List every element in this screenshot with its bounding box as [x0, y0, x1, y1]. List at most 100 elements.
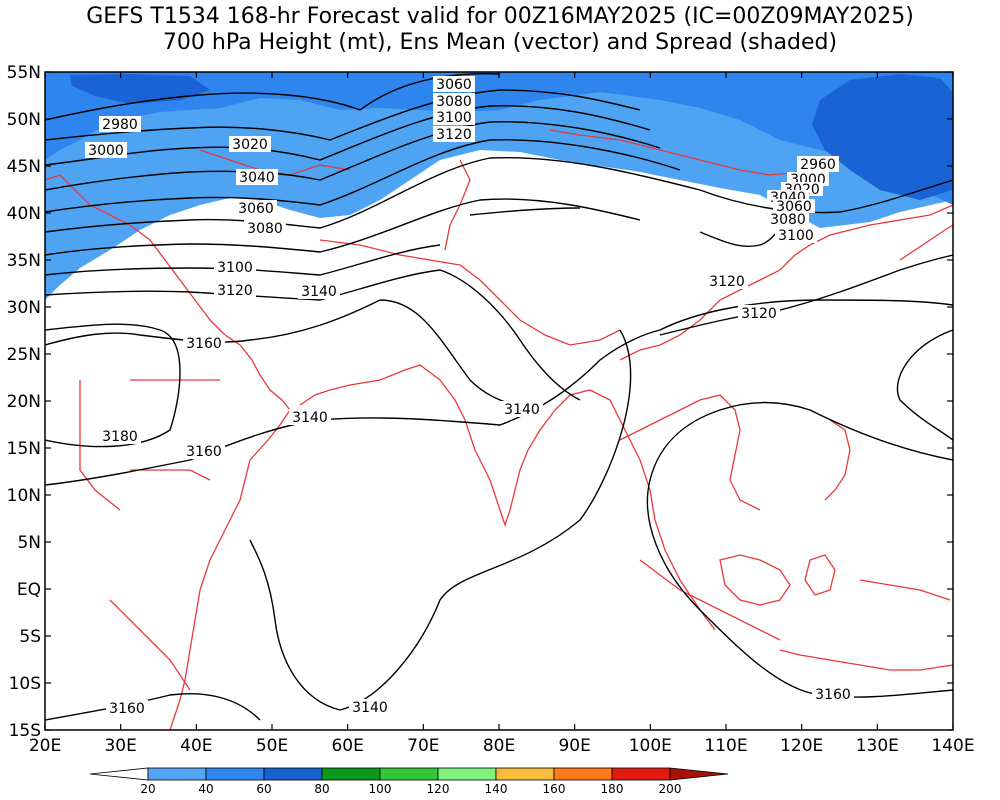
lon-tick-label: 20E — [29, 736, 61, 756]
title-line-2: 700 hPa Height (mt), Ens Mean (vector) a… — [162, 30, 838, 55]
lat-tick-label: 15S — [9, 721, 41, 741]
map-plot: 2980 3000 3020 3040 3060 3080 3100 3120 … — [45, 72, 953, 730]
svg-text:3100: 3100 — [217, 260, 253, 276]
svg-text:3160: 3160 — [186, 336, 222, 352]
colorbar-segment — [437, 767, 497, 781]
lon-tick-label: 50E — [256, 736, 288, 756]
svg-text:3060: 3060 — [436, 77, 472, 93]
lat-tick-label: 5N — [17, 533, 41, 553]
svg-text:3160: 3160 — [815, 687, 851, 703]
contour-label: 3140 — [349, 699, 391, 716]
lon-tick-label: 40E — [180, 736, 212, 756]
lon-tick-label: 60E — [331, 736, 363, 756]
colorbar-right-arrow — [669, 767, 729, 781]
lat-tick-label: 35N — [7, 251, 41, 271]
colorbar-label: 200 — [659, 782, 682, 796]
lon-tick-label: 90E — [558, 736, 590, 756]
contour-label: 2960 — [797, 156, 839, 173]
colorbar-label: 80 — [314, 782, 329, 796]
svg-text:3080: 3080 — [770, 212, 806, 228]
contour-label: 3100 — [433, 109, 475, 126]
lat-tick-label: 20N — [7, 392, 41, 412]
colorbar: 20 40 60 80 100 120 140 160 180 200 — [89, 767, 729, 796]
lon-tick-label: 140E — [931, 736, 974, 756]
svg-text:3060: 3060 — [238, 201, 274, 217]
contour-label: 3080 — [244, 220, 286, 237]
contour-label: 3160 — [183, 443, 225, 460]
colorbar-label: 160 — [543, 782, 566, 796]
lat-tick-label: 50N — [7, 110, 41, 130]
svg-text:3100: 3100 — [436, 110, 472, 126]
svg-text:3080: 3080 — [247, 221, 283, 237]
contour-label: 3160 — [183, 335, 225, 352]
colorbar-segment — [147, 767, 207, 781]
spread-shading-medium — [45, 72, 953, 205]
lat-tick-label: 55N — [7, 63, 41, 83]
contour-label: 3140 — [298, 283, 340, 300]
svg-text:3160: 3160 — [186, 444, 222, 460]
lon-tick-label: 130E — [856, 736, 899, 756]
lon-tick-label: 80E — [483, 736, 515, 756]
colorbar-label: 120 — [427, 782, 450, 796]
latitude-axis: 55N 50N 45N 40N 35N 30N 25N 20N 15N 10N 5N EQ 5S 10S 1… — [7, 63, 953, 741]
colorbar-left-arrow — [89, 767, 149, 781]
svg-text:3140: 3140 — [292, 410, 328, 426]
contour-label: 3160 — [106, 700, 148, 717]
svg-text:3100: 3100 — [778, 228, 814, 244]
lat-tick-label: EQ — [17, 580, 41, 600]
lon-tick-label: 110E — [704, 736, 747, 756]
contour-label: 3180 — [99, 428, 141, 445]
colorbar-segment — [495, 767, 555, 781]
colorbar-label: 60 — [256, 782, 271, 796]
svg-text:3120: 3120 — [217, 283, 253, 299]
svg-text:3020: 3020 — [232, 137, 268, 153]
svg-text:3120: 3120 — [436, 127, 472, 143]
svg-text:3160: 3160 — [109, 701, 145, 717]
colorbar-label: 180 — [601, 782, 624, 796]
contour-labels: 2980 3000 3020 3040 3060 3080 3100 3120 … — [85, 76, 854, 717]
contour-label: 2980 — [99, 116, 141, 133]
spread-shading-dark-west — [70, 74, 210, 104]
contour-label: 3140 — [501, 401, 543, 418]
lon-tick-label: 30E — [104, 736, 136, 756]
title-line-1: GEFS T1534 168-hr Forecast valid for 00Z… — [86, 4, 914, 29]
contour-label: 3140 — [289, 409, 331, 426]
svg-text:3180: 3180 — [102, 429, 138, 445]
svg-text:3140: 3140 — [301, 284, 337, 300]
contour-label: 3120 — [433, 126, 475, 143]
contour-label: 3100 — [775, 227, 817, 244]
longitude-axis: 20E 30E 40E 50E 60E 70E 80E 90E 100E 110E 120E 130E… — [29, 72, 975, 756]
lon-tick-label: 120E — [780, 736, 823, 756]
lat-tick-label: 15N — [7, 439, 41, 459]
svg-text:3120: 3120 — [741, 306, 777, 322]
svg-text:2960: 2960 — [800, 157, 836, 173]
svg-text:2980: 2980 — [102, 117, 138, 133]
svg-text:3040: 3040 — [239, 170, 275, 186]
contour-label: 3080 — [767, 211, 809, 228]
lon-tick-label: 70E — [407, 736, 439, 756]
contour-label: 3060 — [433, 76, 475, 93]
contour-label: 3160 — [812, 686, 854, 703]
contour-label: 3120 — [738, 305, 780, 322]
contour-label: 3060 — [235, 200, 277, 217]
lat-tick-label: 30N — [7, 298, 41, 318]
svg-text:3120: 3120 — [709, 274, 745, 290]
lat-tick-label: 5S — [19, 627, 41, 647]
colorbar-segment — [321, 767, 381, 781]
colorbar-segment — [553, 767, 613, 781]
colorbar-segment — [611, 767, 671, 781]
spread-shading-dark — [812, 74, 953, 200]
lat-tick-label: 10N — [7, 486, 41, 506]
colorbar-segment — [205, 767, 265, 781]
contour-label: 3120 — [214, 282, 256, 299]
contour-label: 3020 — [229, 136, 271, 153]
contour-label: 3040 — [236, 169, 278, 186]
colorbar-label: 40 — [198, 782, 213, 796]
svg-text:3140: 3140 — [352, 700, 388, 716]
lat-tick-label: 25N — [7, 345, 41, 365]
colorbar-label: 20 — [140, 782, 155, 796]
svg-text:3000: 3000 — [88, 143, 124, 159]
svg-text:3140: 3140 — [504, 402, 540, 418]
lon-tick-label: 100E — [629, 736, 672, 756]
